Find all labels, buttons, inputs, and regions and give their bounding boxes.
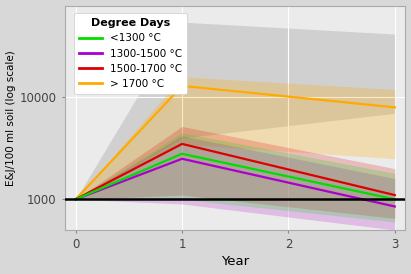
X-axis label: Year: Year (221, 255, 249, 269)
Y-axis label: E&J/100 ml soil (log scale): E&J/100 ml soil (log scale) (6, 50, 16, 185)
Legend: <1300 °C, 1300-1500 °C, 1500-1700 °C, > 1700 °C: <1300 °C, 1300-1500 °C, 1500-1700 °C, > … (74, 13, 187, 94)
